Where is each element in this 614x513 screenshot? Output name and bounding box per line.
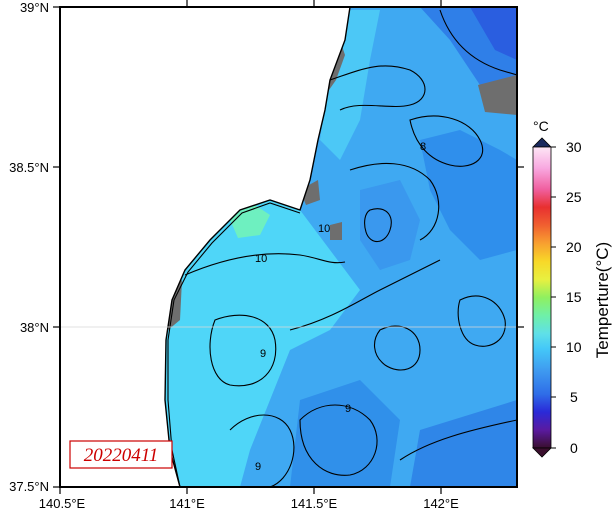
colorbar-tick: 30 bbox=[566, 139, 582, 155]
date-box bbox=[69, 440, 173, 469]
axis-ticks bbox=[53, 0, 524, 494]
colorbar-tick: 15 bbox=[566, 289, 582, 305]
contour-labels: 10 10 9 9 8 9 bbox=[255, 141, 426, 473]
lon-label: 141.5°E bbox=[291, 496, 338, 511]
lat-label: 37.5°N bbox=[9, 479, 49, 494]
lon-label: 140.5°E bbox=[39, 496, 86, 511]
lat-label: 39°N bbox=[20, 0, 49, 15]
colorbar-title: Temperture(°C) bbox=[593, 242, 612, 358]
colorbar-unit: °C bbox=[533, 118, 549, 134]
coastline bbox=[164, 7, 351, 487]
contour-label: 9 bbox=[260, 348, 266, 360]
colorbar-tick: 25 bbox=[566, 189, 582, 205]
contour-label: 9 bbox=[255, 461, 261, 473]
date-stamp: 20220411 bbox=[84, 445, 159, 466]
contour-lines bbox=[167, 9, 517, 487]
contour-label: 10 bbox=[255, 253, 267, 265]
colorbar-gradient bbox=[532, 146, 552, 449]
lat-label: 38°N bbox=[20, 320, 49, 335]
contour-label: 9 bbox=[345, 403, 351, 415]
colorbar-bottom-arrow bbox=[532, 447, 552, 458]
contour-label: 8 bbox=[420, 141, 426, 153]
colorbar-top-arrow bbox=[532, 137, 552, 148]
map-frame bbox=[59, 6, 518, 488]
sst-field bbox=[60, 7, 517, 487]
colorbar-tick: 5 bbox=[570, 389, 578, 405]
colorbar: 30 25 20 15 10 5 0 °C Temperture(°C) bbox=[532, 118, 612, 458]
lon-label: 141°E bbox=[169, 496, 205, 511]
colorbar-tick: 20 bbox=[566, 239, 582, 255]
colorbar-tick: 10 bbox=[566, 339, 582, 355]
lon-label: 142°E bbox=[423, 496, 459, 511]
lat-label: 38.5°N bbox=[9, 160, 49, 175]
colorbar-tick: 0 bbox=[570, 440, 578, 456]
contour-label: 10 bbox=[318, 223, 330, 235]
